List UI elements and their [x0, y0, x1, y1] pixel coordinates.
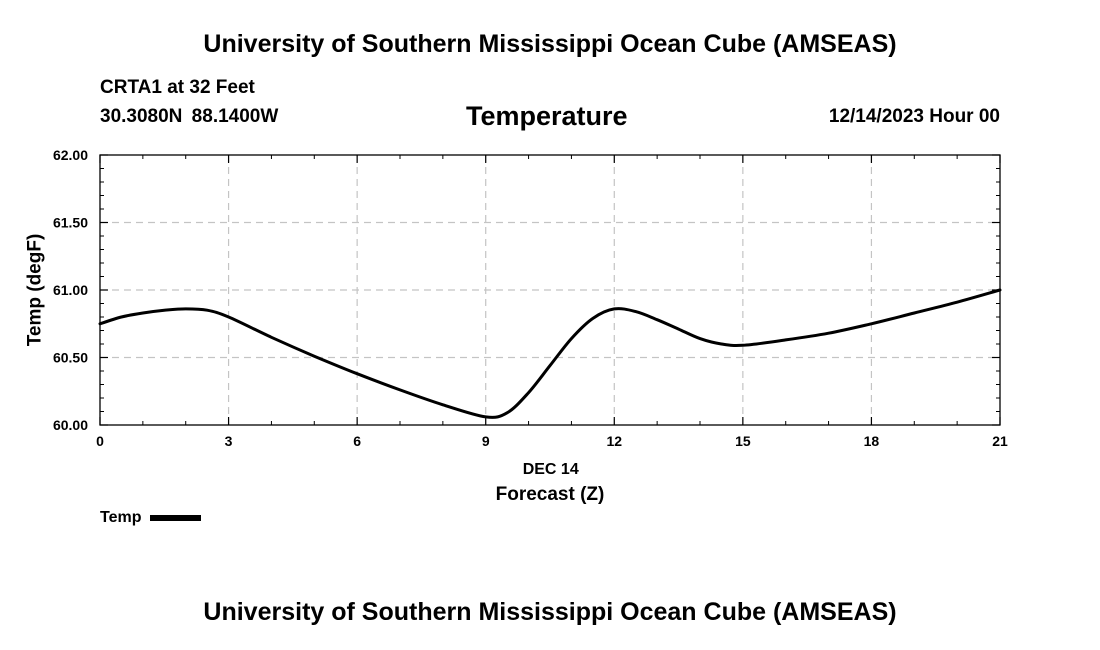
station-coordinates: 30.3080N 88.1400W: [100, 106, 279, 127]
y-tick-label: 60.00: [53, 417, 88, 433]
x-tick-label: 0: [96, 433, 104, 449]
y-tick-label: 61.50: [53, 215, 88, 231]
x-tick-label: 15: [735, 433, 751, 449]
y-tick-label: 62.00: [53, 147, 88, 163]
legend: Temp: [100, 509, 202, 527]
x-tick-label: 3: [225, 433, 233, 449]
x-tick-label: 18: [864, 433, 880, 449]
legend-line-swatch: [150, 515, 202, 521]
y-tick-label: 61.00: [53, 282, 88, 298]
main-title: University of Southern Mississippi Ocean…: [203, 30, 897, 58]
x-tick-label: 9: [482, 433, 490, 449]
x-tick-label: 21: [992, 433, 1008, 449]
footer-title: University of Southern Mississippi Ocean…: [203, 598, 897, 626]
grid-lines: [100, 155, 1000, 425]
y-tick-label: 60.50: [53, 350, 88, 366]
chart-title: Temperature: [466, 101, 628, 131]
x-axis-label: Forecast (Z): [496, 484, 605, 505]
station-label: CRTA1 at 32 Feet: [100, 77, 255, 98]
temp-series-line: [98, 288, 1002, 419]
x-tick-label: 12: [606, 433, 622, 449]
x-tick-label: 6: [353, 433, 361, 449]
x-axis-date-label: DEC 14: [523, 461, 579, 478]
axis-tick-labels: 0 3 6 9 12 15 18 21 60.00 60.50 61.00 61.50 62.00: [53, 147, 1008, 449]
y-axis-label: Temp (degF): [25, 234, 46, 347]
forecast-date: 12/14/2023 Hour 00: [828, 106, 1000, 127]
legend-label: Temp: [100, 509, 142, 526]
